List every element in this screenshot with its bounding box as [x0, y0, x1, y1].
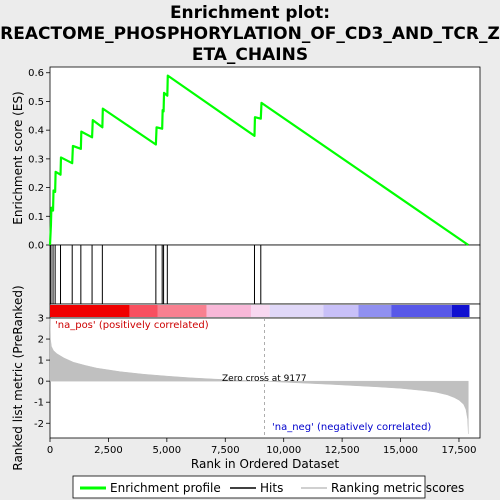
- x-tick-label: 12,500: [325, 445, 360, 456]
- chart-title-line-2: REACTOME_PHOSPHORYLATION_OF_CD3_AND_TCR_…: [0, 24, 500, 44]
- es-y-axis: 0.0 0.1 0.2 0.3 0.4 0.5 0.6: [28, 68, 50, 252]
- metric-y-axis-label: Ranked list metric (PreRanked): [11, 285, 25, 470]
- es-y-tick-label: 0.6: [28, 68, 44, 79]
- x-tick-label: 17,500: [441, 445, 476, 456]
- heat-bar-segment: [323, 305, 359, 317]
- heat-bar-segment: [451, 305, 470, 317]
- metric-y-tick-label: 1: [38, 356, 44, 367]
- chart-title-line-1: Enrichment plot:: [170, 3, 330, 23]
- rank-x-axis: 0 2,500 5,000 7,500 10,000 12,500 15,000 17,500: [47, 438, 476, 456]
- heat-bar-segment: [250, 305, 270, 317]
- heat-bar-segment: [269, 305, 324, 317]
- heat-bar-segment: [129, 305, 158, 317]
- legend-metric-label: Ranking metric scores: [331, 481, 464, 495]
- x-tick-label: 0: [47, 445, 53, 456]
- legend-box: [72, 475, 426, 499]
- rank-heat-bar: [50, 305, 470, 317]
- zero-cross-label: Zero cross at 9177: [222, 374, 307, 384]
- x-tick-label: 10,000: [266, 445, 301, 456]
- heat-bar-segment: [206, 305, 251, 317]
- legend-hits-label: Hits: [260, 481, 283, 495]
- legend-enrichment-label: Enrichment profile: [110, 481, 221, 495]
- heat-bar-segment: [358, 305, 392, 317]
- metric-y-tick-label: 2: [38, 335, 44, 346]
- x-tick-label: 7,500: [211, 445, 240, 456]
- metric-y-tick-label: 0: [38, 377, 44, 388]
- top-panel-frame: [49, 66, 481, 246]
- hit-marks: [50, 245, 262, 304]
- neg-label: 'na_neg' (negatively correlated): [272, 422, 431, 433]
- x-tick-label: 5,000: [153, 445, 182, 456]
- ranking-metric-fill: [49, 317, 469, 434]
- es-y-tick-label: 0.5: [28, 97, 44, 108]
- pos-label: 'na_pos' (positively correlated): [55, 320, 209, 331]
- ranking-metric-area: [49, 317, 469, 438]
- metric-y-tick-label: 3: [38, 314, 44, 325]
- es-y-tick-label: 0.2: [28, 183, 44, 194]
- es-y-tick-label: 0.3: [28, 154, 44, 165]
- es-y-tick-label: 0.1: [28, 212, 44, 223]
- metric-y-axis: -2 -1 0 1 2 3: [34, 314, 50, 430]
- es-y-axis-label: Enrichment score (ES): [11, 91, 25, 224]
- es-y-tick-label: 0.4: [28, 126, 44, 137]
- es-y-tick-label: 0.0: [28, 241, 44, 252]
- x-axis-label: Rank in Ordered Dataset: [191, 457, 339, 471]
- heat-bar-segment: [50, 305, 130, 317]
- x-tick-label: 15,000: [383, 445, 418, 456]
- heat-bar-segment: [157, 305, 207, 317]
- enrichment-profile-line: [48, 74, 469, 246]
- metric-y-tick-label: -2: [34, 419, 44, 430]
- chart-title-line-3: ETA_CHAINS: [192, 45, 308, 65]
- enrichment-profile: [48, 74, 469, 246]
- metric-y-tick-label: -1: [34, 398, 44, 409]
- x-tick-label: 2,500: [94, 445, 123, 456]
- hits-panel-frame: [49, 244, 481, 305]
- heat-bar-segment: [391, 305, 452, 317]
